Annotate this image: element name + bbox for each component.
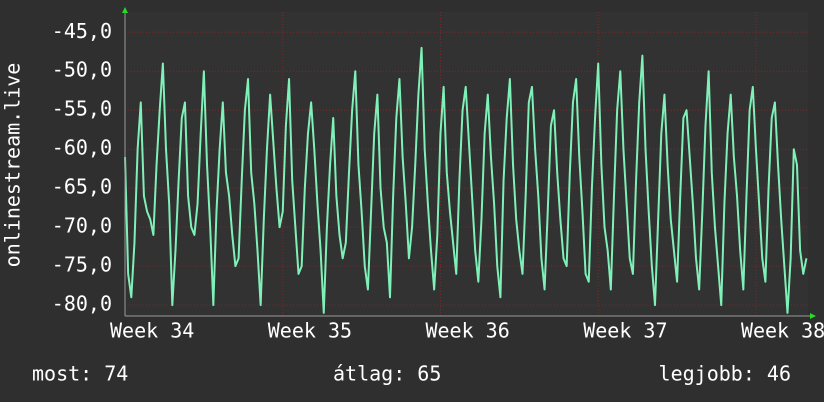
- y-axis-label: onlinestream.live: [1, 63, 25, 268]
- x-tick-label: Week 36: [425, 319, 509, 343]
- y-tick-label: -75,0: [52, 253, 112, 277]
- x-tick-label: Week 37: [583, 319, 667, 343]
- footer-current: most: 74: [32, 362, 128, 386]
- x-tick-label: Week 38: [741, 319, 824, 343]
- x-tick-label: Week 34: [110, 319, 194, 343]
- x-tick-label: Week 35: [268, 319, 352, 343]
- plot: [124, 46, 808, 314]
- footer-average: átlag: 65: [333, 362, 441, 386]
- x-axis-arrow: [810, 313, 816, 319]
- y-tick-label: -50,0: [52, 58, 112, 82]
- y-tick-label: -70,0: [52, 214, 112, 238]
- footer-best: legjobb: 46: [659, 362, 791, 386]
- y-tick-label: -80,0: [52, 292, 112, 316]
- y-tick-label: -60,0: [52, 136, 112, 160]
- y-tick-label: -55,0: [52, 97, 112, 121]
- y-axis-arrow: [122, 7, 128, 13]
- y-tick-label: -45,0: [52, 19, 112, 43]
- data-line: [124, 46, 808, 314]
- y-tick-label: -65,0: [52, 175, 112, 199]
- plot-area: [125, 12, 808, 316]
